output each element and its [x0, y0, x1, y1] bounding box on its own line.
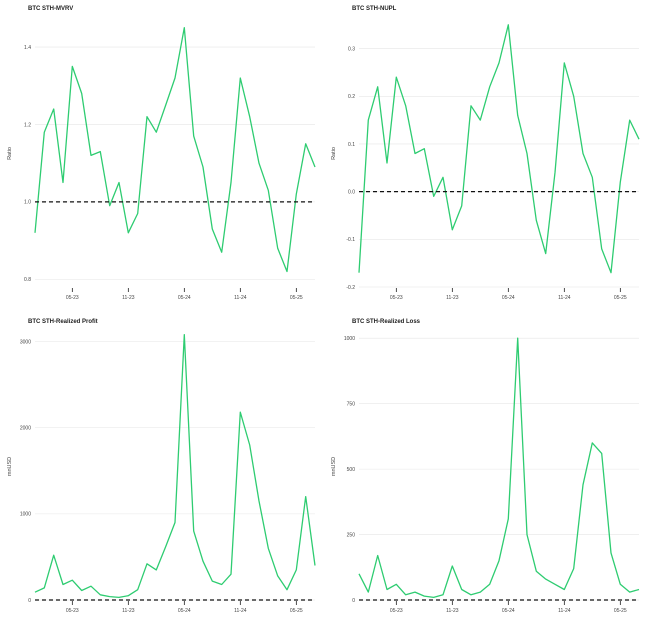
x-tick-label: 11-24: [234, 608, 247, 614]
chart-panel-sth-nupl: BTC STH-NUPL -0.2 -0.1 0.0 0.1 0.2 0.3 Ratio 05…: [324, 0, 648, 313]
chart-svg: 0.8 1.0 1.2 1.4 Ratio 05-23 11-23 05-24 11-24 05-…: [7, 27, 316, 301]
x-tick-label: 05-23: [66, 295, 79, 301]
y-tick-label: 1.4: [24, 45, 31, 51]
y-tick-label: 250: [347, 532, 356, 538]
y-tick-label: 0: [28, 598, 31, 604]
y-tick-label: 500: [347, 467, 356, 473]
chart-svg: -0.2 -0.1 0.0 0.1 0.2 0.3 Ratio 05-23 11-23 05-24…: [331, 24, 640, 301]
x-tick-label: 11-23: [446, 608, 459, 614]
y-tick-label: -0.1: [346, 237, 355, 243]
y-axis-label: mnUSD: [7, 457, 13, 476]
data-series-line: [34, 334, 316, 599]
x-tick-label: 05-23: [390, 608, 403, 614]
x-tick-label: 11-24: [234, 295, 247, 301]
chart-svg: 0 250 500 750 1000 mnUSD 05-23 11-23 05-24 11-24 0…: [331, 336, 640, 614]
x-tick-label: 11-23: [122, 608, 135, 614]
y-tick-label: 1000: [20, 512, 31, 518]
x-tick-label: 05-25: [614, 295, 627, 301]
y-tick-label: 0.2: [348, 94, 355, 100]
chart-panel-sth-mvrv: BTC STH-MVRV 0.8 1.0 1.2 1.4 Ratio 05-23 11-23…: [0, 0, 324, 313]
chart-panel-sth-realized-loss: BTC STH-Realized Loss 0 250 500 750 1000 mnUS…: [324, 313, 648, 626]
y-tick-label: 0.0: [348, 189, 355, 195]
y-tick-label: 2000: [20, 426, 31, 432]
chart-panel-sth-realized-profit: BTC STH-Realized Profit 0 1000 2000 3000 mnU…: [0, 313, 324, 626]
x-tick-label: 11-24: [558, 608, 571, 614]
x-tick-label: 05-24: [178, 608, 191, 614]
chart-title: BTC STH-NUPL: [352, 6, 397, 12]
x-tick-label: 05-23: [66, 608, 79, 614]
data-series-line: [358, 24, 640, 274]
y-tick-label: 0.8: [24, 277, 31, 283]
y-tick-label: 1.0: [24, 200, 31, 206]
x-tick-label: 11-24: [558, 295, 571, 301]
x-tick-label: 05-25: [290, 295, 303, 301]
y-tick-label: 0.3: [348, 46, 355, 52]
y-tick-label: 750: [347, 401, 356, 407]
data-series-line: [358, 337, 640, 599]
chart-title: BTC STH-MVRV: [28, 6, 74, 12]
chart-svg: 0 1000 2000 3000 mnUSD 05-23 11-23 05-24 11-24 05…: [7, 334, 316, 614]
y-axis-label: Ratio: [331, 147, 337, 160]
y-axis-label: Ratio: [7, 147, 13, 160]
chart-title: BTC STH-Realized Profit: [28, 319, 98, 325]
x-tick-label: 05-24: [502, 608, 515, 614]
x-tick-label: 05-23: [390, 295, 403, 301]
x-tick-label: 05-25: [290, 608, 303, 614]
y-tick-label: 3000: [20, 339, 31, 345]
y-tick-label: 0.1: [348, 142, 355, 148]
y-tick-label: 1.2: [24, 122, 31, 128]
x-tick-label: 11-23: [446, 295, 459, 301]
y-tick-label: 1000: [344, 336, 355, 342]
x-tick-label: 11-23: [122, 295, 135, 301]
data-series-line: [34, 27, 316, 273]
x-tick-label: 05-24: [178, 295, 191, 301]
y-tick-label: 0: [352, 598, 355, 604]
x-tick-label: 05-24: [502, 295, 515, 301]
chart-title: BTC STH-Realized Loss: [352, 319, 421, 325]
y-tick-label: -0.2: [346, 285, 355, 291]
x-tick-label: 05-25: [614, 608, 627, 614]
y-axis-label: mnUSD: [331, 457, 337, 476]
